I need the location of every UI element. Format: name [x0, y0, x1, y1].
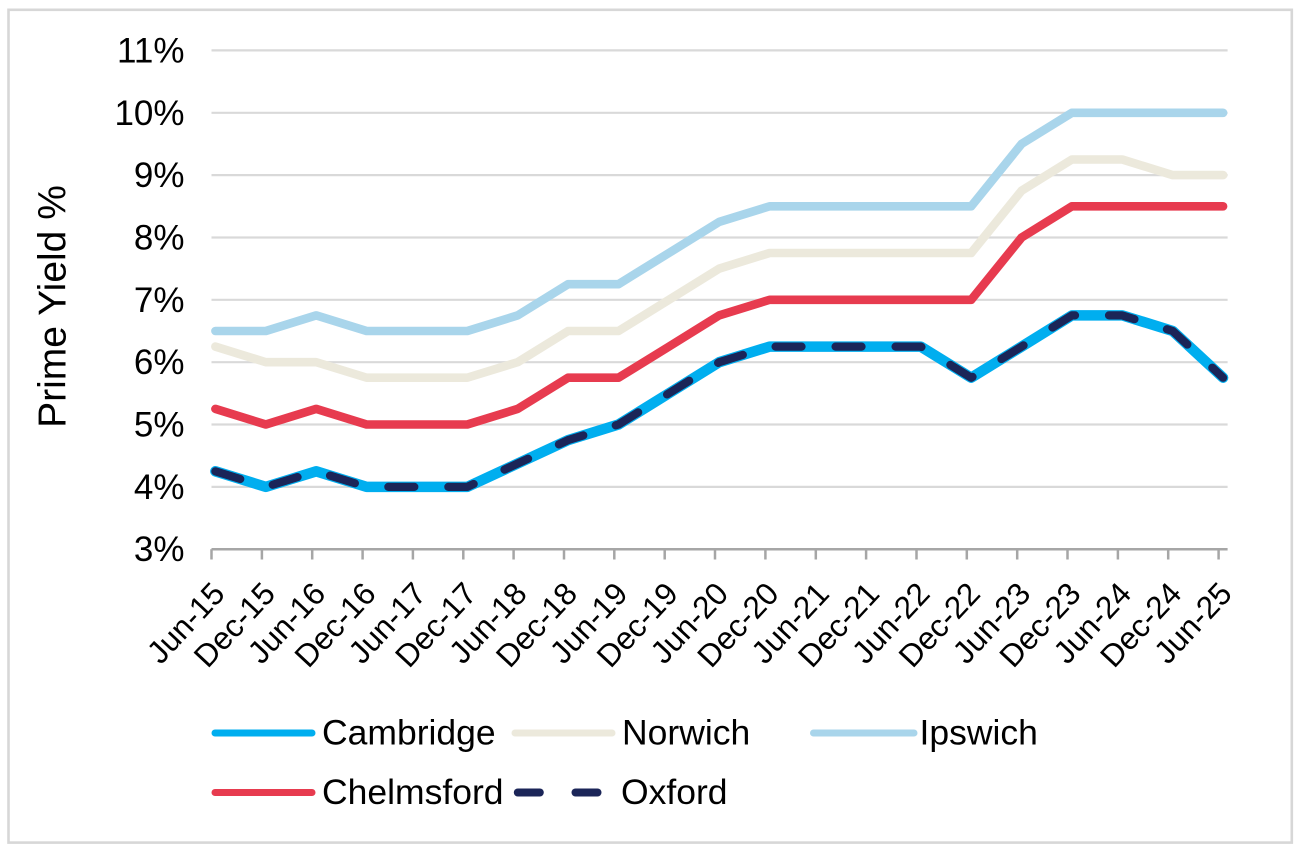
svg-text:Cambridge: Cambridge: [322, 712, 496, 752]
svg-text:7%: 7%: [134, 281, 185, 320]
svg-text:11%: 11%: [117, 31, 184, 70]
svg-text:6%: 6%: [134, 343, 185, 382]
svg-text:8%: 8%: [134, 219, 185, 258]
svg-text:10%: 10%: [114, 94, 184, 133]
svg-text:Norwich: Norwich: [622, 712, 750, 752]
svg-text:Prime Yield %: Prime Yield %: [32, 185, 75, 428]
svg-text:5%: 5%: [134, 406, 185, 445]
svg-text:Oxford: Oxford: [621, 772, 728, 812]
svg-text:Chelmsford: Chelmsford: [322, 772, 504, 812]
svg-text:9%: 9%: [134, 156, 185, 195]
svg-text:4%: 4%: [134, 468, 185, 507]
svg-text:3%: 3%: [134, 530, 185, 569]
svg-text:Ipswich: Ipswich: [920, 712, 1038, 752]
